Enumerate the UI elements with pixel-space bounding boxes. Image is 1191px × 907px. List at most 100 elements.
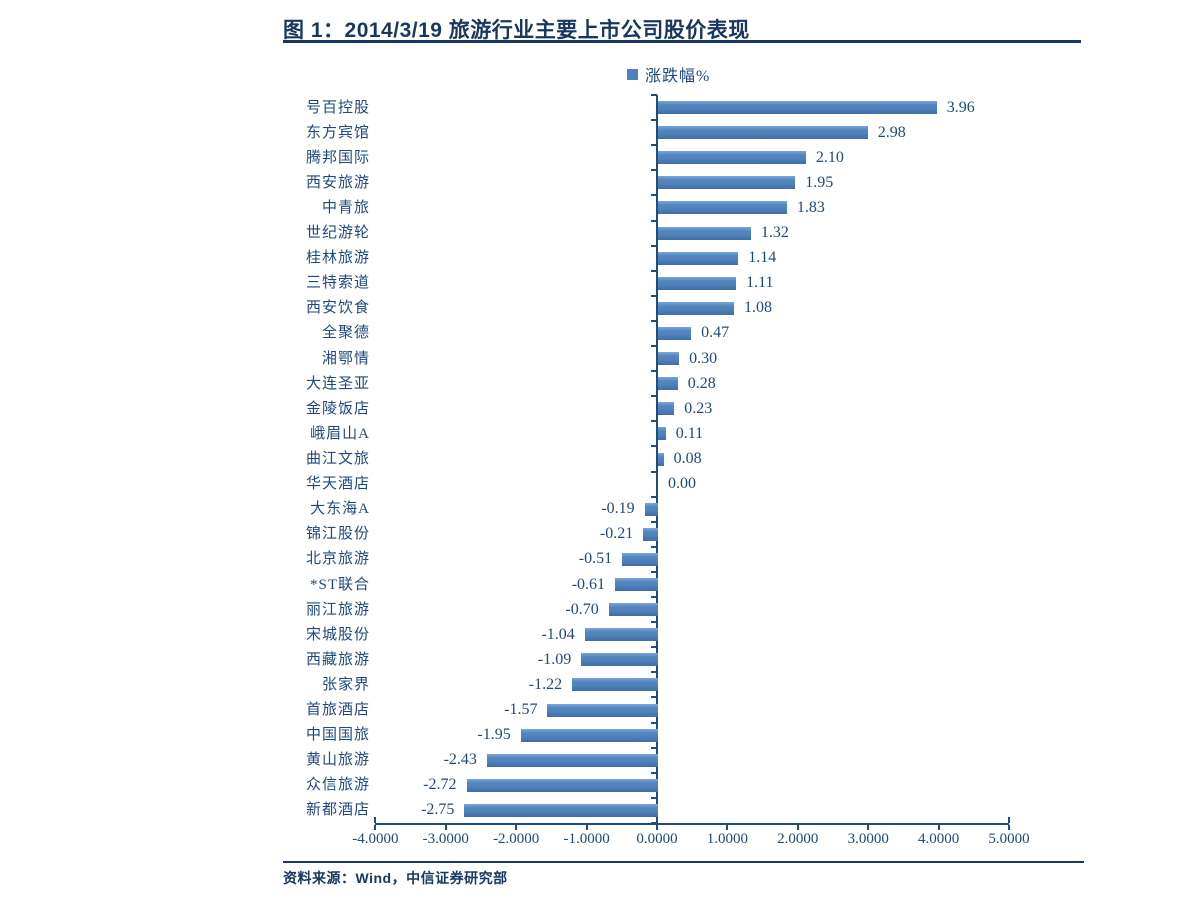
value-label: -0.61 (571, 575, 606, 593)
category-label: *ST联合 (309, 576, 370, 593)
value-label: 1.08 (744, 299, 773, 317)
category-label: 腾邦国际 (305, 149, 370, 166)
bar (658, 176, 796, 190)
category-label: 西藏旅游 (305, 651, 370, 668)
bar (658, 276, 737, 290)
y-axis-line (656, 95, 658, 825)
y-axis-tick (651, 796, 657, 799)
legend-swatch-icon (627, 68, 638, 80)
y-axis-tick (651, 144, 657, 147)
y-axis-tick (651, 169, 657, 172)
category-label: 黄山旅游 (305, 752, 370, 769)
value-label: 0.47 (701, 324, 730, 342)
y-axis-tick (651, 119, 657, 122)
category-label: 众信旅游 (305, 777, 370, 794)
value-label: -0.19 (601, 500, 635, 518)
x-axis-tick (515, 825, 518, 830)
category-label: 北京旅游 (305, 551, 370, 568)
bar (644, 502, 658, 516)
category-label: 华天酒店 (305, 476, 370, 493)
bar (608, 603, 658, 617)
category-label: 西安旅游 (305, 174, 370, 191)
category-label: 曲江文旅 (305, 451, 370, 467)
y-axis-tick (651, 520, 657, 523)
x-axis-tick-label: 0.0000 (636, 831, 678, 847)
bar (520, 728, 658, 742)
chart-title: 图 1：2014/3/19 旅游行业主要上市公司股价表现 (283, 19, 750, 42)
category-label: 新都酒店 (305, 802, 370, 819)
source-divider (283, 861, 1084, 863)
bar (572, 678, 658, 692)
y-axis-tick (651, 420, 657, 423)
x-axis-tick-label: 1.0000 (706, 831, 749, 847)
x-axis-line (375, 823, 1009, 825)
bar (622, 552, 658, 566)
bar (658, 402, 675, 416)
category-label: 峨眉山A (310, 425, 370, 442)
value-label: -2.72 (423, 776, 457, 794)
y-axis-tick (651, 294, 657, 297)
y-axis-tick (651, 696, 657, 699)
value-label: -0.70 (565, 600, 599, 618)
category-label: 锦江股份 (305, 526, 370, 543)
bar (584, 628, 658, 642)
y-axis-tick (651, 269, 657, 272)
category-label: 桂林旅游 (305, 250, 370, 267)
value-label: 1.83 (796, 198, 825, 216)
category-label: 大连圣亚 (305, 375, 370, 392)
legend-label: 涨跌幅% (645, 68, 711, 85)
x-axis-endcap-tick (374, 817, 377, 823)
value-label: 1.95 (805, 173, 834, 191)
category-label: 中青旅 (321, 199, 370, 216)
category-label: 首旅酒店 (305, 702, 370, 719)
y-axis-tick (651, 822, 657, 824)
x-axis-tick-label: -1.0000 (563, 831, 610, 847)
x-axis-endcap-tick (1008, 817, 1010, 823)
value-label: 1.14 (748, 249, 777, 267)
bar (658, 326, 692, 340)
y-axis-tick (651, 495, 657, 498)
value-label: 1.11 (746, 274, 774, 292)
bar (658, 452, 664, 466)
value-label: 0.30 (689, 349, 718, 367)
bar (658, 101, 937, 115)
chart-legend: 涨跌幅% (627, 62, 710, 86)
value-label: 1.32 (760, 224, 789, 242)
x-axis-tick (444, 825, 447, 830)
bar (581, 653, 658, 667)
y-axis-tick (651, 470, 657, 473)
value-label: 2.98 (877, 123, 906, 141)
y-axis-tick (651, 621, 657, 624)
bar (643, 527, 658, 541)
bar (658, 151, 806, 165)
bar (464, 803, 658, 817)
category-label: 湘鄂情 (321, 350, 370, 367)
bar (658, 126, 868, 140)
x-axis-tick-label: -2.0000 (493, 831, 540, 847)
bar (615, 578, 658, 592)
y-axis-tick (651, 596, 657, 599)
y-axis-tick (651, 345, 657, 348)
y-axis-tick (651, 721, 657, 724)
category-label: 金陵饭店 (305, 400, 370, 417)
value-label: 0.11 (675, 424, 704, 442)
x-axis-tick (867, 825, 870, 830)
y-axis-tick (651, 746, 657, 749)
value-label: -0.21 (599, 525, 634, 543)
bar (658, 352, 680, 366)
category-label: 世纪游轮 (305, 225, 370, 242)
value-label: 0.08 (673, 450, 702, 467)
chart-area: 涨跌幅% -4.0000 -3.0000 -2.0000 -1.0000 0.0000 1… (283, 47, 1045, 857)
x-axis-tick-label: 3.0000 (847, 831, 889, 847)
y-axis-tick (651, 445, 657, 448)
x-axis-tick (796, 825, 799, 830)
value-label: 0.28 (687, 374, 716, 392)
bar (658, 201, 787, 215)
y-axis-tick (651, 319, 657, 322)
x-axis-tick (937, 825, 940, 830)
value-label: -1.95 (477, 726, 511, 744)
category-label: 号百控股 (305, 99, 370, 116)
category-label: 大东海A (310, 501, 370, 518)
value-label: 3.96 (946, 98, 975, 116)
